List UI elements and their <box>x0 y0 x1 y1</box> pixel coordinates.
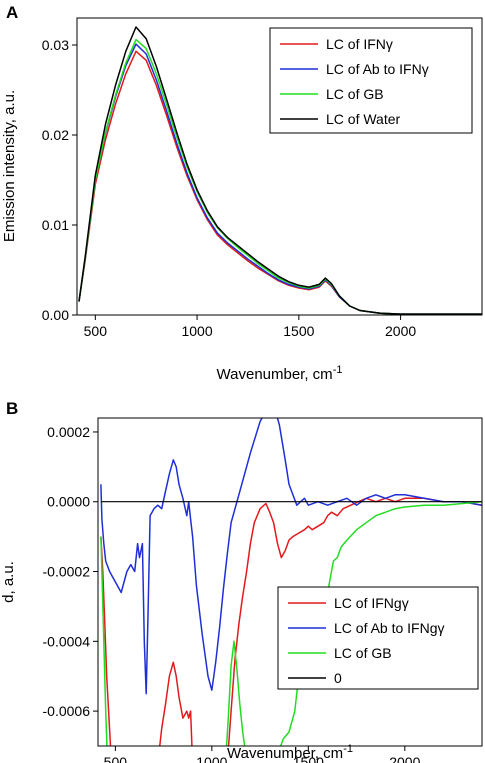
panel-a-x-tick-label-3: 2000 <box>385 323 416 339</box>
panel-a-y-tick-label-3: 0.03 <box>42 37 69 53</box>
panel-a-x-axis-title: Wavenumber, cm-1 <box>217 364 343 383</box>
panel-a: A 500 1000 1500 2000 0.00 0.01 0.02 0.03 Waven… <box>1 3 483 383</box>
panel-a-legend-label-0: LC of IFNγ <box>326 36 393 52</box>
panel-a-y-tick-label-2: 0.02 <box>42 127 69 143</box>
panel-a-x-tick-label-2: 1500 <box>283 323 314 339</box>
panel-b-y-tick-label-1: 0.0000 <box>47 494 90 510</box>
panel-a-y-tick-label-0: 0.00 <box>42 307 69 323</box>
panel-b: B 500 1000 1500 2000 0.0002 0.0000 -0.0002 -0.… <box>0 399 483 763</box>
panel-b-y-tick-label-2: -0.0002 <box>43 564 91 580</box>
panel-b-y-tick-label-3: -0.0004 <box>43 633 91 649</box>
panel-a-legend-label-1: LC of Ab to IFNγ <box>326 61 429 77</box>
panel-b-x-tick-label-1: 1000 <box>196 754 227 763</box>
panel-a-x-tick-label-0: 500 <box>84 323 108 339</box>
panel-a-series-line-3 <box>78 26 482 315</box>
panel-b-legend-label-0: LC of IFNgγ <box>334 595 409 611</box>
panel-a-legend-label-3: LC of Water <box>326 111 401 127</box>
panel-a-legend-label-2: LC of GB <box>326 86 384 102</box>
panel-b-x-tick-label-3: 2000 <box>389 754 420 763</box>
panel-a-y-axis-title: Emission intensity, a.u. <box>1 90 18 242</box>
panel-b-letter: B <box>6 399 18 418</box>
panel-b-legend-box <box>277 586 479 690</box>
panel-b-legend-label-1: LC of Ab to IFNgγ <box>334 620 445 636</box>
panel-a-plot-frame <box>76 17 483 316</box>
panel-b-y-tick-label-4: -0.0006 <box>43 703 91 719</box>
panel-b-x-tick-label-0: 500 <box>104 754 128 763</box>
panel-b-series-line-0 <box>100 497 482 746</box>
panel-a-letter: A <box>6 3 18 22</box>
panel-b-x-tick-label-2: 1500 <box>293 754 324 763</box>
panel-b-plot-frame <box>97 417 483 747</box>
panel-b-y-tick-label-0: 0.0002 <box>47 424 90 440</box>
panel-b-legend: LC of IFNgγ LC of Ab to IFNgγ LC of GB 0 <box>277 586 479 690</box>
panel-b-x-axis-title: Wavenumber, cm-1 <box>227 743 353 762</box>
panel-a-legend: LC of IFNγ LC of Ab to IFNγ LC of GB LC of … <box>269 27 473 134</box>
panel-b-legend-label-2: LC of GB <box>334 645 392 661</box>
panel-a-x-tick-label-1: 1000 <box>181 323 212 339</box>
panel-b-y-axis-title: d, a.u. <box>0 561 17 603</box>
panel-a-y-tick-label-1: 0.01 <box>42 217 69 233</box>
panel-a-legend-box <box>269 27 473 134</box>
panel-b-legend-label-3: 0 <box>334 670 342 686</box>
